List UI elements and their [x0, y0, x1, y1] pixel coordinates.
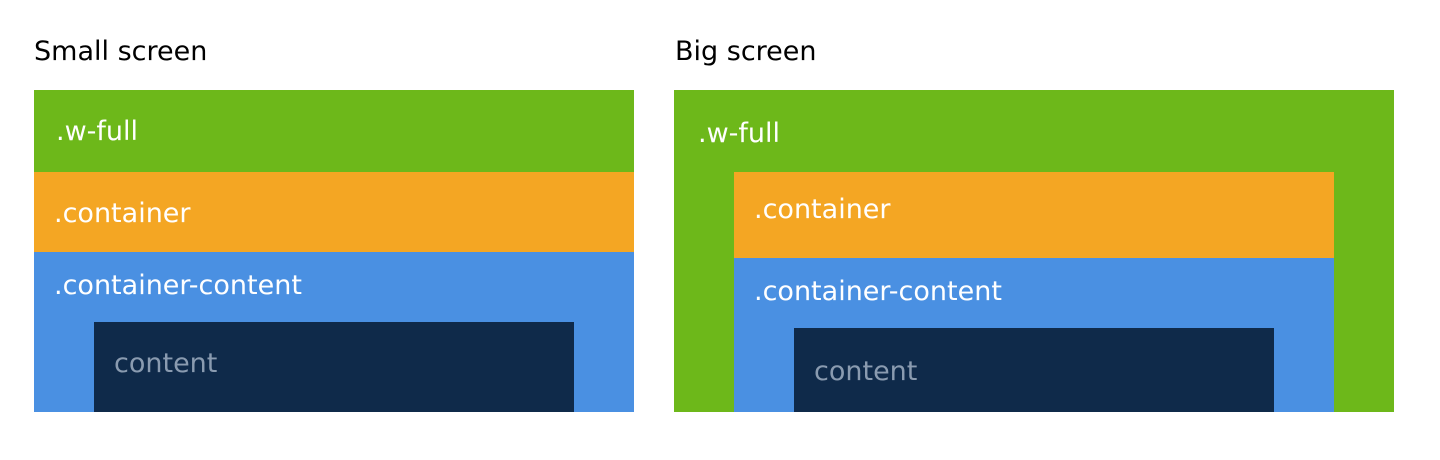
small-content-label: content — [114, 348, 218, 379]
small-container-box: .container — [34, 172, 634, 252]
big-w-full-label: .w-full — [698, 118, 781, 149]
small-w-full-label: .w-full — [56, 116, 139, 147]
small-w-full-box: .w-full — [34, 90, 634, 172]
big-container-content-box: .container-content content — [734, 258, 1334, 412]
big-container-content-label: .container-content — [754, 276, 1002, 307]
big-screen-heading: Big screen — [675, 36, 817, 67]
small-container-label: .container — [54, 198, 191, 229]
small-screen-heading: Small screen — [34, 36, 208, 67]
small-container-content-box: .container-content content — [34, 252, 634, 412]
big-w-full-box: .w-full .container .container-content co… — [674, 90, 1394, 412]
big-content-box: content — [794, 328, 1274, 412]
big-content-label: content — [814, 356, 918, 387]
big-container-label: .container — [754, 194, 891, 225]
small-content-box: content — [94, 322, 574, 412]
small-container-content-label: .container-content — [54, 270, 302, 301]
big-container-box: .container — [734, 172, 1334, 258]
